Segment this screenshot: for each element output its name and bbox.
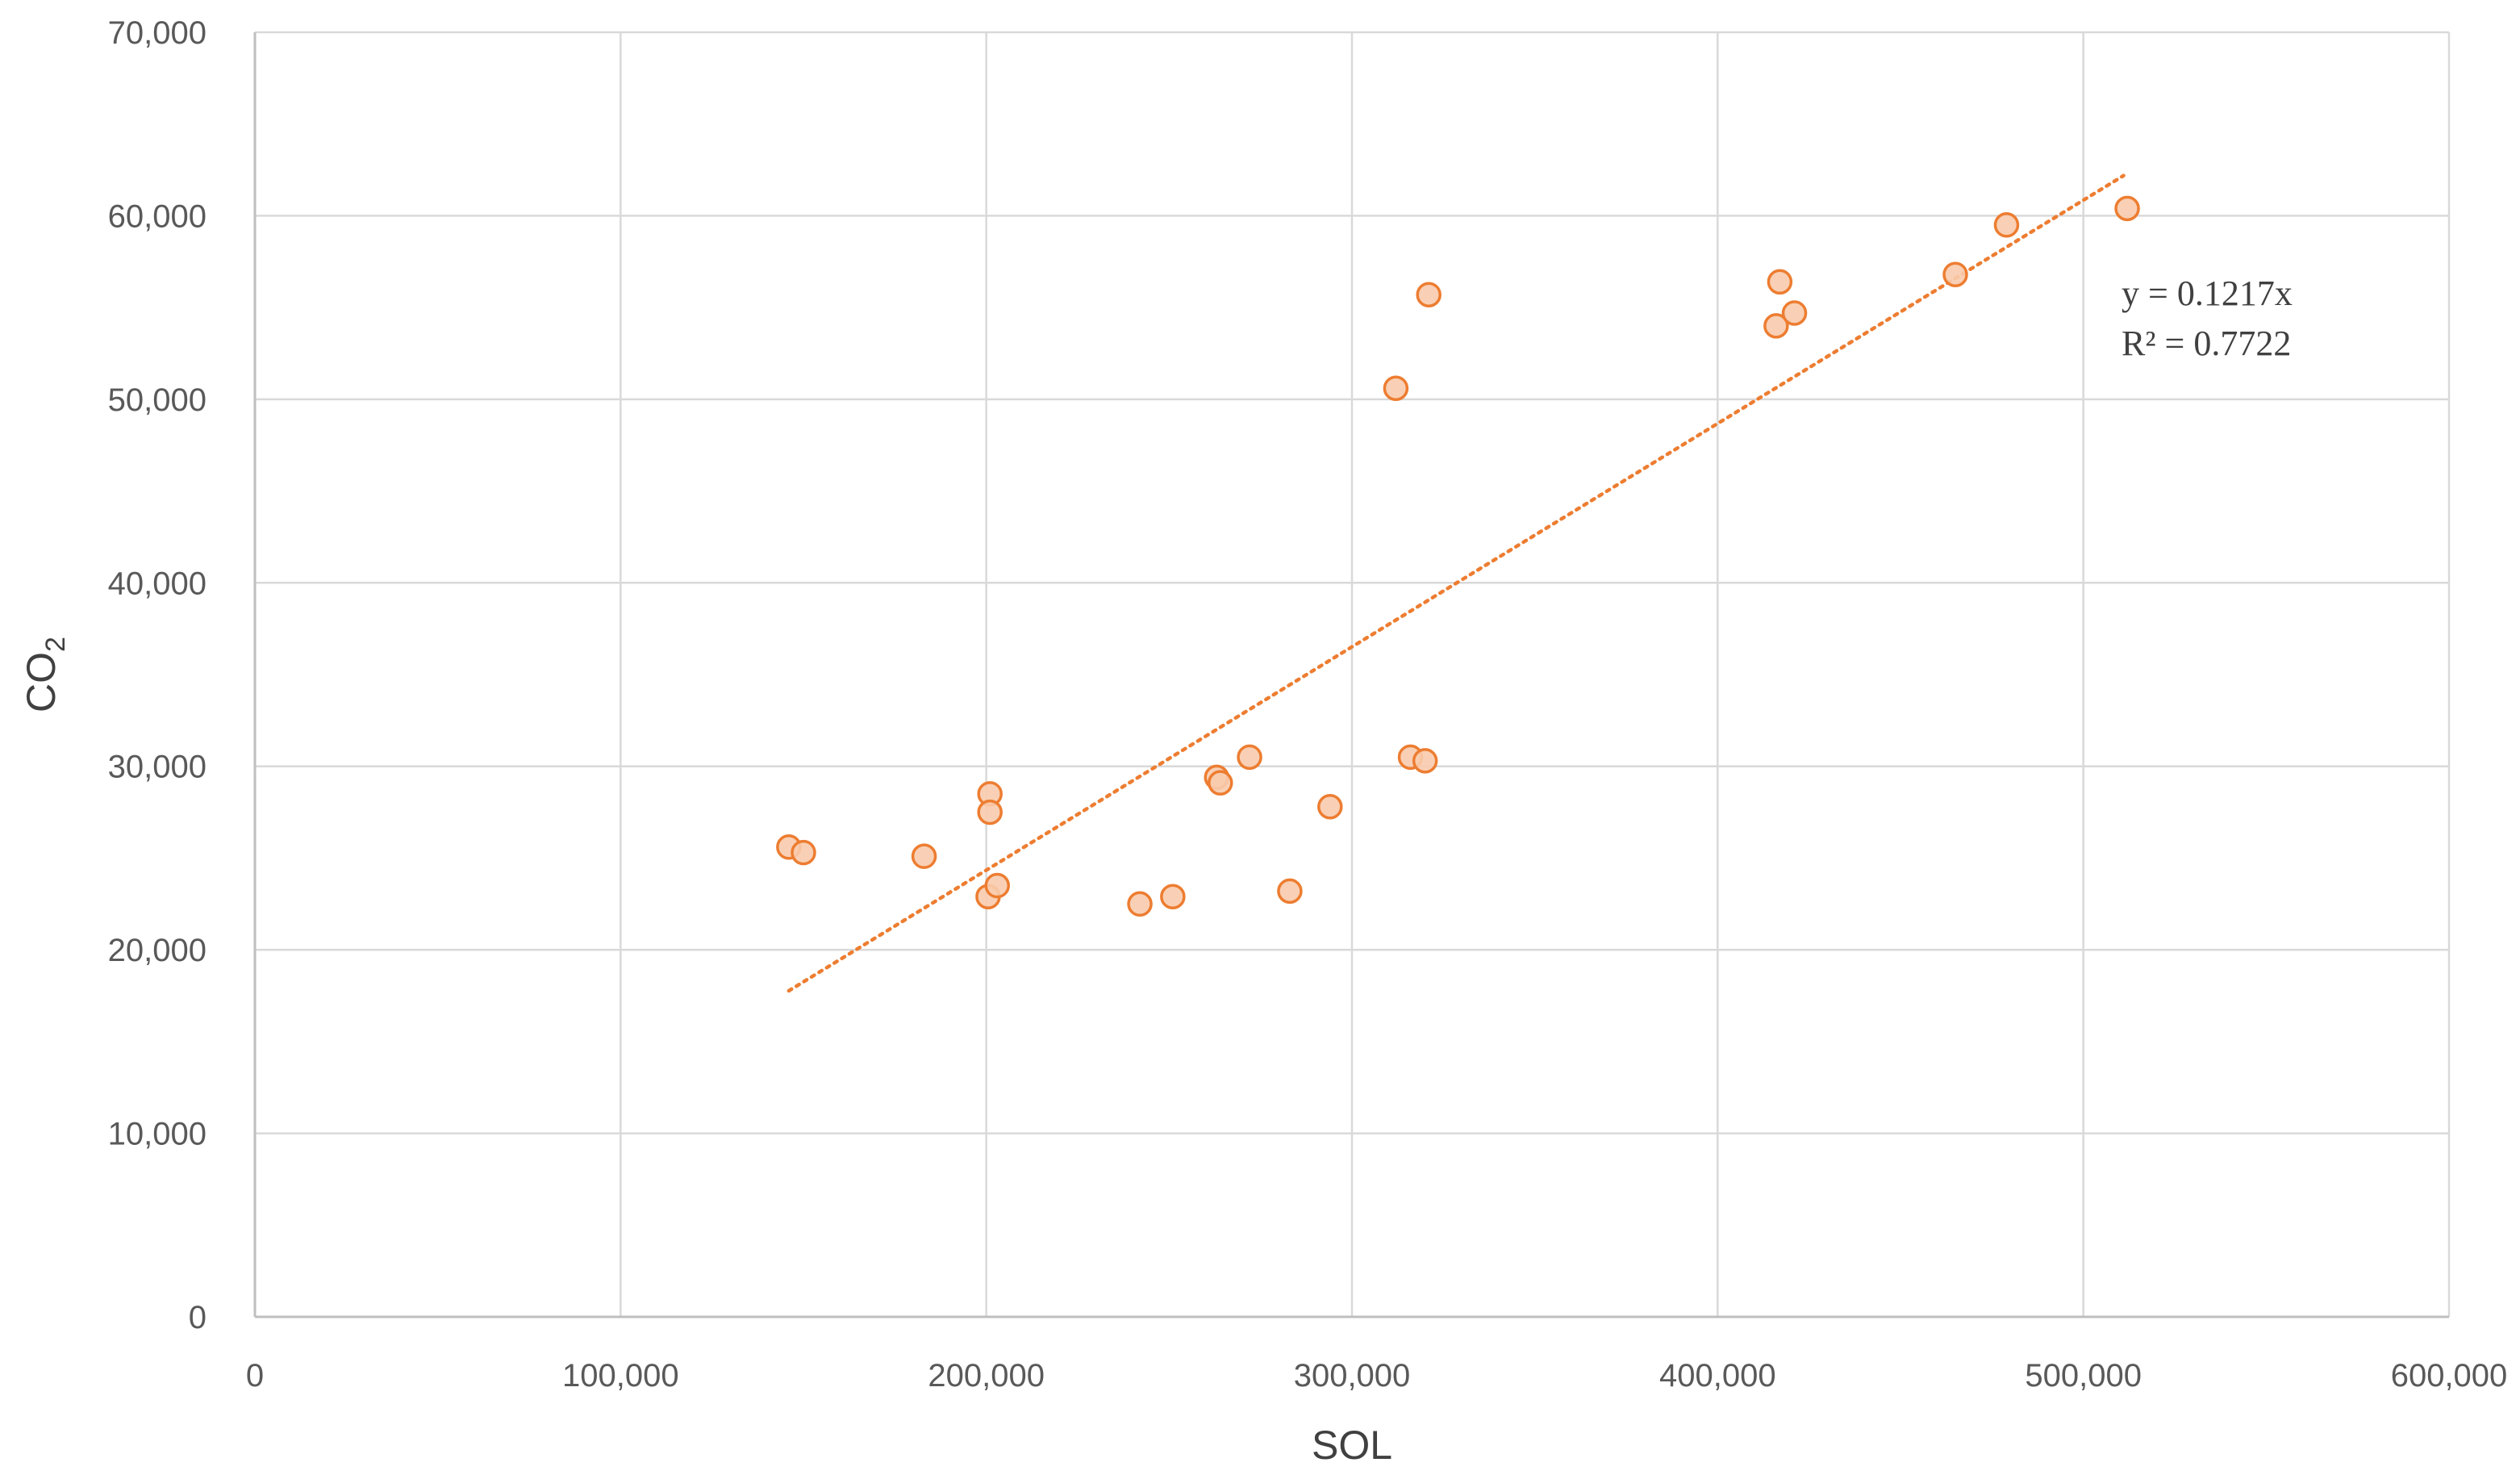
x-gridlines — [620, 32, 2451, 1317]
data-point — [1763, 313, 1789, 339]
y-axis-title: CO2 — [19, 637, 71, 712]
axes — [253, 32, 2449, 1318]
y-tick-label: 10,000 — [108, 1117, 207, 1152]
y-tick-label: 0 — [189, 1300, 207, 1335]
y-tick-label: 40,000 — [108, 566, 207, 601]
data-point — [1208, 770, 1233, 796]
data-point — [1160, 884, 1186, 909]
data-point — [1412, 748, 1438, 774]
data-point — [1993, 212, 2020, 238]
trendline-r-squared: R² = 0.7722 — [2122, 324, 2291, 363]
y-axis-title-subscript: 2 — [40, 637, 71, 652]
data-points — [776, 195, 2140, 917]
x-axis-title: SOL — [1312, 1423, 1392, 1468]
x-tick-label: 100,000 — [562, 1358, 679, 1394]
data-point — [2114, 195, 2140, 222]
data-point — [984, 872, 1011, 899]
x-tick-label: 500,000 — [2025, 1358, 2142, 1394]
data-point — [1781, 300, 1808, 326]
y-tick-label: 60,000 — [108, 198, 207, 234]
trendline-equation: y = 0.1217x — [2122, 274, 2293, 313]
x-tick-label: 300,000 — [1294, 1358, 1411, 1394]
x-tick-label: 200,000 — [928, 1358, 1045, 1394]
x-tick-label: 400,000 — [1659, 1358, 1776, 1394]
data-point — [791, 839, 816, 866]
data-point — [1942, 261, 1968, 287]
data-point — [1317, 793, 1343, 820]
x-tick-label: 600,000 — [2391, 1358, 2508, 1394]
data-point — [977, 799, 1003, 825]
data-point — [1277, 878, 1303, 905]
data-point — [1237, 744, 1262, 771]
x-tick-label: 0 — [246, 1358, 264, 1394]
data-point — [1383, 375, 1409, 401]
data-point — [1416, 282, 1441, 307]
y-axis-title-main: CO — [19, 652, 64, 712]
y-tick-label: 50,000 — [108, 382, 207, 418]
y-tick-label: 70,000 — [108, 15, 207, 51]
y-tick-label: 30,000 — [108, 750, 207, 785]
data-point — [911, 843, 937, 869]
y-tick-labels: 0 10,000 20,000 30,000 40,000 50,000 60,000 70,… — [108, 15, 207, 1335]
x-tick-labels: 0 100,000 200,000 300,000 400,000 500,000 600,… — [246, 1358, 2507, 1394]
data-point — [1127, 891, 1153, 917]
data-point — [1767, 269, 1793, 295]
trendline — [786, 173, 2126, 993]
y-tick-label: 20,000 — [108, 933, 207, 968]
